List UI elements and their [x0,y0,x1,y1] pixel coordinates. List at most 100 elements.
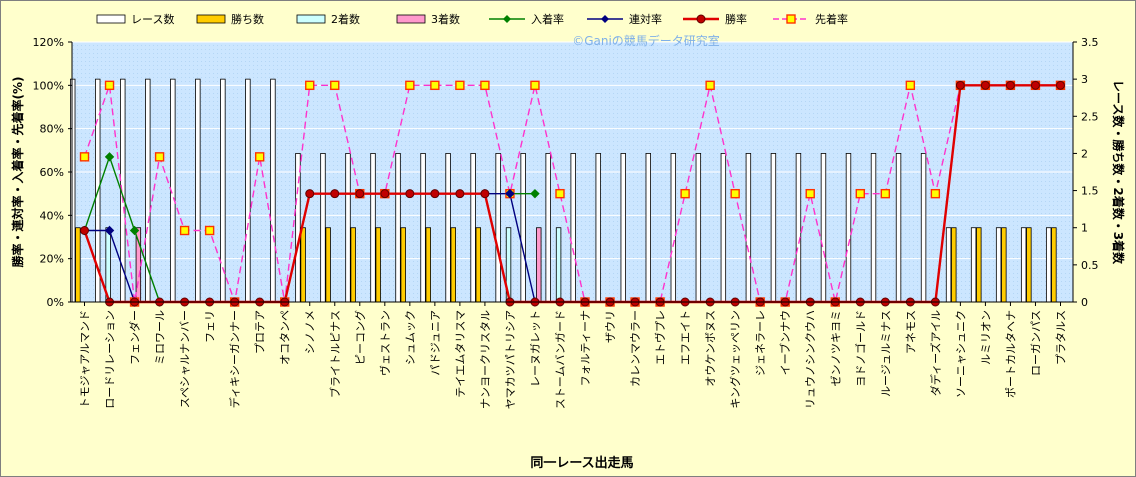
bar-勝ち数 [475,227,482,303]
point-勝率 [80,226,90,235]
x-tick-label: エトヴプレ [653,310,667,365]
bar-レース数 [745,153,752,303]
legend-label: 勝ち数 [231,12,264,26]
x-tick-label: ザウリ [604,310,617,343]
legend-marker [503,15,511,23]
point-勝率 [455,189,465,199]
x-tick-label: フェリ [204,310,217,343]
left-tick-label: 120% [33,36,64,49]
bar-レース数 [245,78,251,303]
bar-レース数 [395,153,401,303]
bar-勝ち数 [325,227,331,303]
x-tick-label: ロードリレーション [104,310,117,409]
x-axis-label: 同一レース出走馬 [530,455,633,471]
point-先着率 [805,188,815,199]
x-tick-label: プロテア [254,310,267,354]
bar-レース数 [470,153,476,303]
point-先着率 [430,80,440,91]
bar-レース数 [720,153,727,303]
bar-レース数 [945,227,952,303]
legend-swatch [396,14,426,24]
point-先着率 [480,80,490,91]
legend-marker [786,14,796,24]
right-axis-label: レース数・勝ち数・2着数・3着数 [1111,80,1126,265]
x-tick-label: ヤマカツパトリシア [504,310,517,409]
bar-勝ち数 [1026,227,1032,303]
bar-レース数 [995,227,1002,303]
point-勝率 [355,189,365,199]
x-tick-label: ストームバンガード [554,310,567,409]
point-連対率 [104,225,115,236]
legend-swatch [96,14,126,24]
x-tick-label: ルミリオン [979,310,992,365]
bar-レース数 [345,153,351,303]
bar-レース数 [545,153,551,303]
point-先着率 [555,188,565,199]
legend-label: 先着率 [815,12,848,26]
bar-勝ち数 [1001,227,1007,303]
bar-勝ち数 [976,227,982,303]
point-先着率 [405,80,415,91]
x-tick-label: ディキシーガンナー [228,310,242,408]
x-tick-label: パドジュニア [429,310,442,376]
x-tick-label: ポートカルタヘナ [1004,310,1017,398]
legend-marker [601,15,609,23]
x-tick-label: オコタンペ [279,310,292,365]
right-axis: 0 0.5 1 1.5 2 2.5 3 3.5 [72,36,1099,309]
point-先着率 [154,152,165,162]
bar-勝ち数 [375,227,381,303]
legend-label: 2着数 [331,12,360,26]
bar-3着数 [536,227,542,303]
bar-3着数 [135,227,142,303]
bar-レース数 [595,153,601,303]
left-tick-label: 80% [40,123,64,136]
right-tick-label: 2 [1081,147,1088,160]
plot-area-group [70,41,1074,307]
point-先着率 [930,188,941,199]
bar-レース数 [845,153,852,303]
point-先着率 [730,188,740,199]
point-勝率 [980,80,990,90]
point-先着率 [855,188,865,199]
point-勝率 [405,189,415,199]
x-tick-label: キングツェッペリン [728,310,742,409]
left-axis-label: 勝率・連対率・入着率・先着率(%) [10,77,25,268]
bar-レース数 [770,153,777,303]
left-tick-label: 100% [33,79,64,92]
bar-レース数 [870,153,877,303]
watermark: ©Ganiの競馬データ研究室 [572,33,720,48]
point-先着率 [680,188,690,199]
bar-レース数 [495,153,501,303]
x-tick-label: リュウノシンクウハ [804,310,817,409]
bar-レース数 [295,153,301,303]
point-勝率 [305,189,315,199]
x-tick-label: レーヌガレット [529,310,542,387]
right-tick-label: 1.5 [1081,185,1099,198]
left-axis: 0% 20% 40% 60% 80% 100% 120% [33,36,73,309]
point-入着率 [104,152,115,162]
right-tick-label: 0 [1081,296,1088,309]
point-連対率 [505,188,515,199]
bar-レース数 [620,153,626,303]
bar-勝ち数 [450,227,456,303]
x-tick-label: ヨドノゴールド [853,310,867,387]
left-tick-label: 0% [47,296,64,309]
bar-レース数 [570,153,576,303]
line-先着率 [83,84,1061,305]
x-tick-label: ソーニャシュニク [954,310,967,398]
legend-swatch [296,14,326,24]
point-勝率 [330,189,340,199]
bar-勝ち数 [350,227,356,303]
bar-レース数 [695,153,702,303]
point-勝率 [380,189,390,199]
point-先着率 [880,188,891,199]
point-勝率 [430,189,440,199]
point-先着率 [254,152,265,162]
x-tick-label: イーブンナウ [778,310,792,375]
x-tick-label: スペシャルナンバー [179,310,192,408]
bar-レース数 [370,153,376,303]
point-先着率 [305,80,315,91]
point-先着率 [705,80,715,91]
x-tick-label: シノノメ [304,310,317,354]
